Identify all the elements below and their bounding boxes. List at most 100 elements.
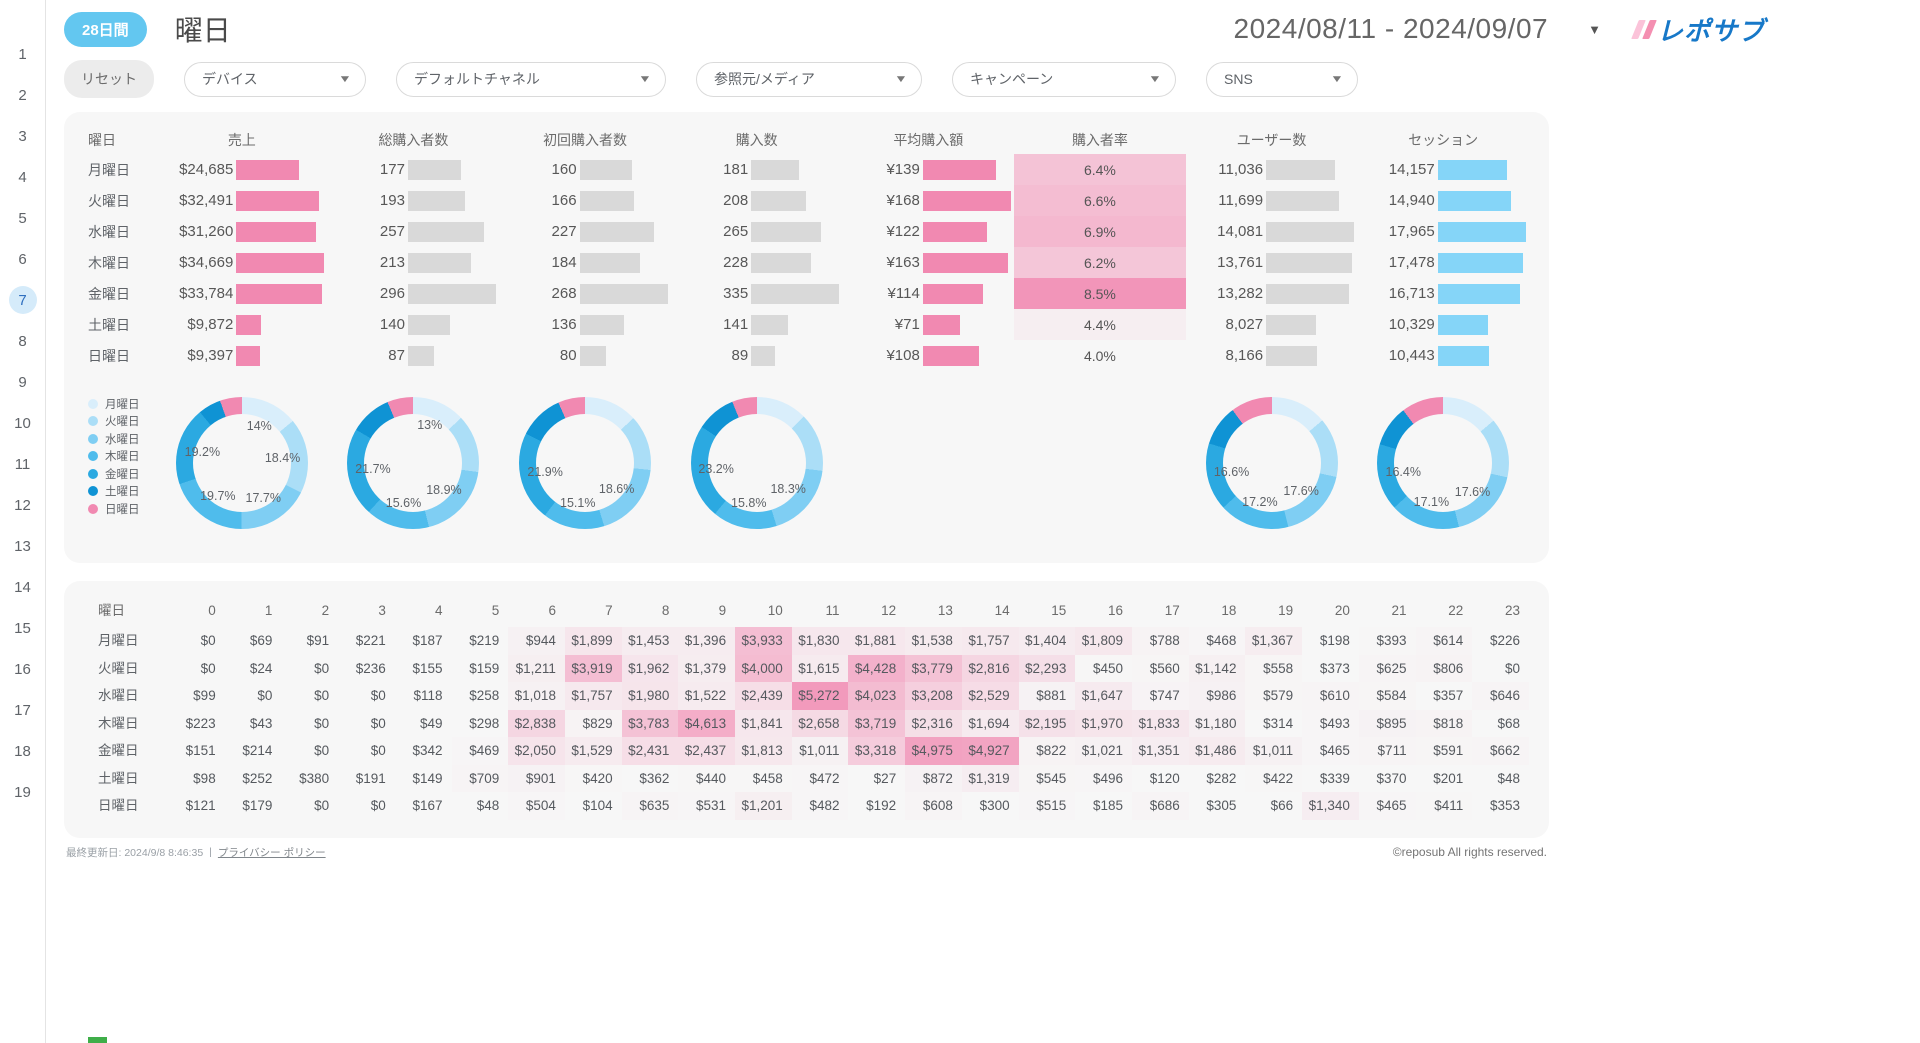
- sidebar-page-12[interactable]: 12: [14, 496, 31, 514]
- date-range-picker[interactable]: 2024/08/11 - 2024/09/07 ▼: [1234, 13, 1601, 45]
- donut-chart-buyers-share[interactable]: 13% 18.9% 15.6% 21.7%: [347, 397, 480, 529]
- sessions-bar: [1437, 159, 1508, 180]
- filter-dropdown-3[interactable]: 参照元/メディア ▼: [696, 61, 922, 97]
- sidebar-page-13[interactable]: 13: [14, 537, 31, 555]
- donut-chart-sales-share[interactable]: 14% 18.4% 17.7% 19.7% 19.2%: [175, 397, 308, 529]
- heatmap-cell: $24: [249, 660, 273, 676]
- heatmap-cell: $66: [1270, 798, 1294, 813]
- heatmap-cell: $458: [752, 770, 783, 786]
- filter-dropdown-1[interactable]: デバイス ▼: [184, 61, 366, 97]
- heatmap-cell: $191: [355, 770, 386, 786]
- heatmap-cell: $1,486: [1188, 737, 1246, 765]
- hour-header-10: 10: [767, 603, 783, 618]
- first_buyers-bar-track: [579, 221, 668, 242]
- sales-bar-track: [236, 283, 324, 304]
- hour-header-4: 4: [435, 603, 443, 618]
- heatmap-cell: $1,529: [564, 737, 622, 765]
- sidebar-page-11[interactable]: 11: [14, 455, 31, 473]
- reset-filters-button[interactable]: リセット: [64, 60, 154, 98]
- sidebar-page-8[interactable]: 8: [18, 332, 27, 350]
- sidebar-page-3[interactable]: 3: [18, 127, 27, 145]
- purchases-cell: 208: [671, 185, 843, 216]
- avg_purchase-bar: [922, 159, 996, 180]
- heatmap-cell: $314: [1263, 715, 1294, 731]
- users-cell: 13,282: [1186, 278, 1358, 309]
- heatmap-cell: $1,201: [735, 792, 792, 820]
- first_buyers-value: 136: [551, 316, 577, 333]
- sidebar-page-4[interactable]: 4: [18, 168, 27, 186]
- col-header-day: 曜日: [88, 132, 116, 148]
- metrics-row[interactable]: 水曜日 $31,260 257 227 265 ¥122 6.9% 14,081 17,965: [84, 216, 1529, 247]
- legend-label: 日曜日: [105, 503, 140, 516]
- sidebar-page-16[interactable]: 16: [14, 660, 31, 678]
- sidebar-page-17[interactable]: 17: [14, 701, 31, 719]
- col-header-purchases: 購入数: [735, 132, 778, 148]
- heatmap-cell: $504: [525, 798, 556, 813]
- heatmap-cell: $252: [242, 770, 273, 786]
- metrics-row[interactable]: 土曜日 $9,872 140 136 141 ¥71 4.4% 8,027 10,329: [84, 309, 1529, 340]
- metrics-row[interactable]: 木曜日 $34,669 213 184 228 ¥163 6.2% 13,761 17,478: [84, 247, 1529, 278]
- heatmap-cell: $895: [1358, 709, 1416, 737]
- sidebar-page-7[interactable]: 7: [8, 286, 37, 314]
- sidebar-page-9[interactable]: 9: [18, 373, 27, 391]
- sessions-bar-track: [1437, 190, 1526, 211]
- sidebar-page-6[interactable]: 6: [18, 250, 27, 268]
- heatmap-cell: $558: [1263, 660, 1294, 676]
- legend-dot-icon: [88, 503, 98, 514]
- filter-dropdown-label: デフォルトチャネル: [414, 71, 540, 87]
- buyers-bar: [407, 252, 472, 273]
- sidebar-page-2[interactable]: 2: [18, 86, 27, 104]
- sidebar-page-1[interactable]: 1: [18, 45, 27, 63]
- purchases-cell: 181: [671, 154, 843, 185]
- filter-dropdown-2[interactable]: デフォルトチャネル ▼: [396, 61, 666, 97]
- heatmap-cell: $0: [314, 715, 330, 731]
- donut-chart-first-buyers-share[interactable]: 18.6% 15.1% 21.9%: [519, 397, 652, 529]
- heatmap-cell: $48: [476, 798, 500, 813]
- sidebar-page-15[interactable]: 15: [14, 619, 31, 637]
- donut-chart-users-share[interactable]: 17.6% 17.2% 16.6%: [1205, 397, 1338, 529]
- avg_purchase-bar-track: [922, 314, 1011, 335]
- heatmap-cell: $531: [696, 798, 727, 813]
- metrics-row[interactable]: 火曜日 $32,491 193 166 208 ¥168 6.6% 11,699 14,940: [84, 185, 1529, 216]
- donut-label: 18.3%: [770, 482, 806, 497]
- buyers-bar-track: [407, 283, 496, 304]
- metrics-row[interactable]: 日曜日 $9,397 87 80 89 ¥108 4.0% 8,166 10,443: [84, 340, 1529, 371]
- heatmap-cell: $298: [469, 715, 500, 731]
- heatmap-cell: $1,340: [1302, 792, 1359, 820]
- sessions-value: 17,478: [1388, 254, 1435, 271]
- heatmap-cell: $357: [1433, 688, 1464, 703]
- donut-chart-purchases-share[interactable]: 18.3% 15.8% 23.2%: [690, 397, 823, 529]
- metrics-table-body: 月曜日 $24,685 177 160 181 ¥139 6.4% 11,036 14,157 火…: [84, 154, 1529, 371]
- heatmap-row-label: 月曜日: [98, 633, 139, 648]
- avg_purchase-bar-track: [922, 283, 1011, 304]
- donut-label: 18.4%: [264, 451, 301, 466]
- metrics-row[interactable]: 金曜日 $33,784 296 268 335 ¥114 8.5% 13,282 16,713: [84, 278, 1529, 309]
- heatmap-cell: $0: [370, 715, 386, 731]
- purchases-bar-track: [751, 221, 839, 242]
- period-badge: 28日間: [64, 11, 147, 47]
- users-bar: [1266, 190, 1340, 211]
- buyers-value: 177: [379, 161, 405, 178]
- legend-item-4: 木曜日: [88, 450, 140, 463]
- heatmap-cell: $121: [185, 798, 216, 813]
- buyers-cell: 193: [328, 185, 500, 216]
- users-bar-track: [1266, 283, 1354, 304]
- donut-label: 15.6%: [385, 495, 422, 510]
- heatmap-cell: $901: [508, 764, 565, 792]
- heatmap-cell: $1,319: [961, 764, 1019, 792]
- heatmap-cell: $2,816: [961, 654, 1019, 682]
- sidebar-page-19[interactable]: 19: [14, 783, 31, 801]
- users-cell: 14,081: [1186, 216, 1358, 247]
- privacy-policy-link[interactable]: プライバシー ポリシー: [217, 846, 326, 859]
- sidebar-page-18[interactable]: 18: [14, 742, 31, 760]
- filter-dropdown-label: キャンペーン: [970, 71, 1054, 87]
- metrics-row[interactable]: 月曜日 $24,685 177 160 181 ¥139 6.4% 11,036 14,157: [84, 154, 1529, 185]
- donut-chart-sessions-share[interactable]: 17.6% 17.1% 16.4%: [1377, 397, 1510, 529]
- first_buyers-value: 80: [559, 347, 577, 364]
- sidebar-page-5[interactable]: 5: [18, 209, 27, 227]
- sidebar-page-14[interactable]: 14: [14, 578, 31, 596]
- avg_purchase-cell: ¥139: [843, 154, 1015, 185]
- sidebar-page-10[interactable]: 10: [14, 414, 31, 432]
- filter-dropdown-5[interactable]: SNS ▼: [1206, 61, 1358, 97]
- filter-dropdown-4[interactable]: キャンペーン ▼: [952, 61, 1176, 97]
